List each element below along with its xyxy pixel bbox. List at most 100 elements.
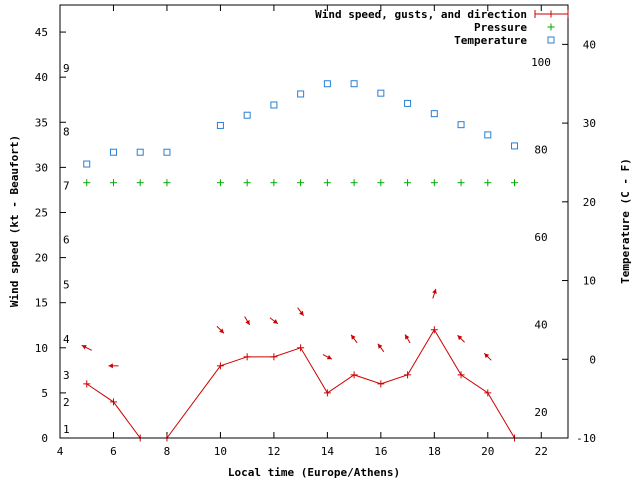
wind-speed-point xyxy=(484,389,492,397)
beaufort-label: 8 xyxy=(63,125,70,138)
pressure-point xyxy=(163,179,171,187)
wind-arrow-head xyxy=(326,354,332,360)
temperature-point xyxy=(430,110,438,118)
fahrenheit-label: 100 xyxy=(531,56,551,69)
y2-tick-label: 0 xyxy=(589,353,596,366)
y2-axis-title: Temperature (C - F) xyxy=(619,158,632,284)
y2-tick-label: -10 xyxy=(576,432,596,445)
wind-arrow-head xyxy=(299,310,304,316)
wind-arrow-head xyxy=(108,363,113,369)
temperature-point xyxy=(484,131,492,139)
temperature-point xyxy=(323,80,331,88)
wind-speed-point xyxy=(83,380,91,388)
wind-arrow xyxy=(269,317,279,325)
temperature-point xyxy=(136,148,144,156)
y-tick-label: 25 xyxy=(35,206,48,219)
pressure-point xyxy=(430,179,438,187)
legend-samples xyxy=(534,10,569,44)
wind-arrow-head xyxy=(457,335,463,341)
y-tick-label: 5 xyxy=(41,387,48,400)
legend-sample-wind-marker xyxy=(547,10,555,18)
beaufort-label: 5 xyxy=(63,279,70,292)
temperature-point xyxy=(243,111,251,119)
temperature-point xyxy=(216,121,224,129)
pressure-point xyxy=(323,179,331,187)
temperature-point xyxy=(457,121,465,129)
beaufort-label: 4 xyxy=(63,333,70,346)
axis-ticks: 4 6 8 10 12 14 16 18 20 22051015202530354045-1001… xyxy=(35,5,596,458)
temperature-point xyxy=(511,142,519,150)
wind-arrow xyxy=(377,343,385,353)
temperature-point xyxy=(377,89,385,97)
y-tick-label: 15 xyxy=(35,297,48,310)
y-tick-label: 20 xyxy=(35,252,48,265)
wind-arrow xyxy=(483,352,492,361)
legend: Wind speed, gusts, and direction Pressur… xyxy=(315,8,569,47)
pressure-point xyxy=(350,179,358,187)
temperature-point xyxy=(83,160,91,168)
wind-direction-arrows xyxy=(81,288,492,369)
beaufort-label: 1 xyxy=(63,423,70,436)
x-tick-label: 10 xyxy=(214,445,227,458)
x-tick-label: 20 xyxy=(481,445,494,458)
wind-arrow xyxy=(322,354,333,360)
y-tick-label: 40 xyxy=(35,71,48,84)
pressure-point xyxy=(457,179,465,187)
pressure-point xyxy=(109,179,117,187)
y2-tick-label: 20 xyxy=(583,196,596,209)
y2-tick-label: 10 xyxy=(583,275,596,288)
legend-label-pressure: Pressure xyxy=(474,21,527,34)
temperature-point xyxy=(404,99,412,107)
wind-arrow-head xyxy=(272,319,278,324)
wind-arrow-head xyxy=(81,345,87,350)
wind-arrow-head xyxy=(484,353,490,359)
wind-speed-point xyxy=(377,380,385,388)
wind-arrow-head xyxy=(432,288,437,294)
wind-speed-point xyxy=(297,344,305,352)
legend-sample-temperature xyxy=(547,36,555,44)
temperature-point xyxy=(163,148,171,156)
x-tick-label: 8 xyxy=(164,445,171,458)
x-tick-label: 18 xyxy=(428,445,441,458)
pressure-point xyxy=(83,179,91,187)
fahrenheit-label: 60 xyxy=(534,231,547,244)
wind-speed-point xyxy=(457,371,465,379)
x-tick-label: 12 xyxy=(267,445,280,458)
y-tick-label: 30 xyxy=(35,161,48,174)
wind-arrow xyxy=(108,363,119,369)
plot-frame xyxy=(59,4,569,439)
beaufort-label: 2 xyxy=(63,396,70,409)
x-axis-title: Local time (Europe/Athens) xyxy=(228,466,400,479)
pressure-point xyxy=(270,179,278,187)
x-tick-label: 16 xyxy=(374,445,387,458)
pressure-point xyxy=(484,179,492,187)
y2-tick-label: 40 xyxy=(583,38,596,51)
temperature-point xyxy=(350,80,358,88)
legend-sample-pressure xyxy=(547,23,555,31)
wind-speed-point xyxy=(109,398,117,406)
y-tick-label: 45 xyxy=(35,26,48,39)
legend-label-temperature: Temperature xyxy=(454,34,527,47)
temperature-point xyxy=(109,148,117,156)
beaufort-label: 7 xyxy=(63,179,70,192)
beaufort-label: 6 xyxy=(63,234,70,247)
x-tick-label: 14 xyxy=(321,445,335,458)
beaufort-label: 3 xyxy=(63,369,70,382)
wind-arrow xyxy=(244,316,251,326)
wind-arrow-head xyxy=(377,343,383,349)
wind-speed-point xyxy=(243,353,251,361)
wind-arrow xyxy=(457,334,465,343)
wind-arrow-head xyxy=(405,334,410,340)
wind-arrow-head xyxy=(219,328,224,334)
temperature-point xyxy=(297,90,305,98)
pressure-point xyxy=(404,179,412,187)
pressure-point xyxy=(297,179,305,187)
pressure-point xyxy=(136,179,144,187)
pressure-point xyxy=(243,179,251,187)
legend-label-wind: Wind speed, gusts, and direction xyxy=(315,8,527,21)
x-tick-label: 6 xyxy=(110,445,117,458)
wind-speed-point xyxy=(404,371,412,379)
y-tick-label: 10 xyxy=(35,342,48,355)
